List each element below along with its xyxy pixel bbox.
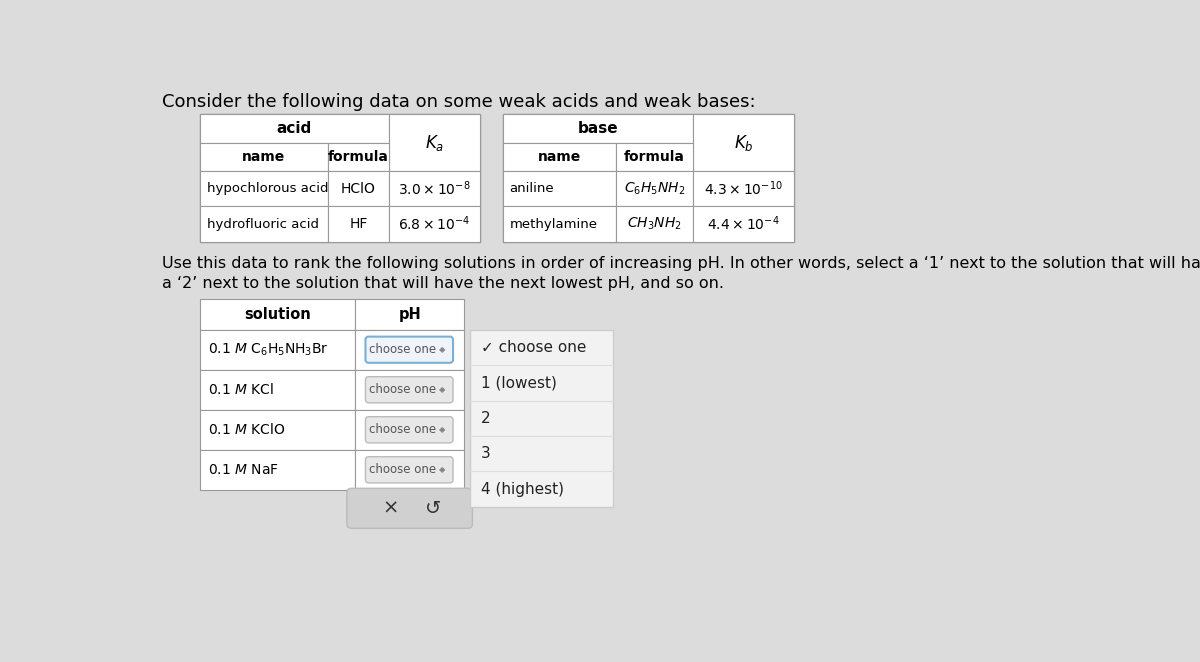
Bar — [200, 207, 329, 242]
Text: ◆: ◆ — [439, 465, 445, 475]
Bar — [355, 449, 464, 490]
Text: choose one: choose one — [370, 463, 437, 477]
Text: ×: × — [382, 499, 398, 518]
Text: pH: pH — [398, 307, 421, 322]
Bar — [200, 114, 480, 242]
Text: a ‘2’ next to the solution that will have the next lowest pH, and so on.: a ‘2’ next to the solution that will hav… — [162, 276, 724, 291]
Text: $K_a$: $K_a$ — [425, 132, 444, 152]
Text: ◆: ◆ — [439, 385, 445, 395]
Text: aniline: aniline — [510, 182, 554, 195]
Text: Use this data to rank the following solutions in order of increasing pH. In othe: Use this data to rank the following solu… — [162, 256, 1200, 271]
Text: 0.1 $M$ KCl: 0.1 $M$ KCl — [208, 382, 275, 397]
Text: 0.1 $M$ NaF: 0.1 $M$ NaF — [208, 463, 280, 477]
Bar — [200, 410, 355, 449]
FancyBboxPatch shape — [366, 336, 454, 363]
Text: $4.3 \times 10^{-10}$: $4.3 \times 10^{-10}$ — [704, 179, 784, 198]
Bar — [200, 449, 355, 490]
Bar — [200, 171, 329, 207]
Text: ◆: ◆ — [439, 425, 445, 434]
Text: ◆: ◆ — [439, 345, 445, 354]
FancyBboxPatch shape — [366, 416, 454, 443]
Text: formula: formula — [328, 150, 389, 164]
Bar — [694, 171, 794, 207]
Bar — [200, 144, 329, 171]
FancyBboxPatch shape — [366, 457, 454, 483]
Text: ↺: ↺ — [425, 499, 442, 518]
Bar — [694, 114, 794, 171]
FancyBboxPatch shape — [347, 489, 473, 528]
Bar — [389, 207, 480, 242]
Bar — [504, 144, 616, 171]
Text: 3: 3 — [481, 446, 491, 461]
Text: $K_b$: $K_b$ — [733, 132, 754, 152]
Text: 2: 2 — [481, 410, 491, 426]
Text: solution: solution — [245, 307, 311, 322]
Text: 1 (lowest): 1 (lowest) — [481, 375, 557, 391]
Text: $3.0 \times 10^{-8}$: $3.0 \times 10^{-8}$ — [398, 179, 470, 198]
Text: choose one: choose one — [370, 383, 437, 397]
Text: $C_6H_5NH_2$: $C_6H_5NH_2$ — [624, 181, 685, 197]
Bar — [504, 114, 794, 242]
Text: choose one: choose one — [370, 343, 437, 356]
Text: HF: HF — [349, 217, 367, 231]
Bar — [616, 144, 694, 171]
Bar — [355, 299, 464, 330]
Text: methylamine: methylamine — [510, 218, 598, 230]
Text: 4 (highest): 4 (highest) — [481, 481, 564, 496]
Bar — [355, 410, 464, 449]
FancyBboxPatch shape — [366, 377, 454, 403]
Bar — [470, 330, 613, 507]
Text: $6.8 \times 10^{-4}$: $6.8 \times 10^{-4}$ — [398, 215, 470, 234]
Text: choose one: choose one — [370, 423, 437, 436]
Text: $CH_3NH_2$: $CH_3NH_2$ — [628, 216, 682, 232]
Text: name: name — [242, 150, 286, 164]
Text: HClO: HClO — [341, 182, 376, 196]
Text: 0.1 $M$ KClO: 0.1 $M$ KClO — [208, 422, 286, 438]
Bar — [200, 370, 355, 410]
Bar — [200, 330, 355, 370]
Bar — [616, 207, 694, 242]
Text: Consider the following data on some weak acids and weak bases:: Consider the following data on some weak… — [162, 93, 755, 111]
Text: $4.4 \times 10^{-4}$: $4.4 \times 10^{-4}$ — [707, 215, 780, 234]
Bar — [355, 330, 464, 370]
Bar — [389, 171, 480, 207]
Bar — [200, 114, 389, 144]
Bar — [504, 114, 694, 144]
Bar — [329, 171, 389, 207]
Text: hydrofluoric acid: hydrofluoric acid — [206, 218, 318, 230]
Text: hypochlorous acid: hypochlorous acid — [206, 182, 328, 195]
Bar — [200, 299, 355, 330]
Bar — [694, 207, 794, 242]
Text: ✓ choose one: ✓ choose one — [481, 340, 587, 355]
Bar — [504, 207, 616, 242]
Text: name: name — [538, 150, 581, 164]
Bar — [616, 171, 694, 207]
Bar — [389, 114, 480, 171]
Bar — [329, 144, 389, 171]
Text: 0.1 $M$ C$_6$H$_5$NH$_3$Br: 0.1 $M$ C$_6$H$_5$NH$_3$Br — [208, 342, 329, 358]
Bar — [504, 171, 616, 207]
Text: acid: acid — [276, 121, 312, 136]
Bar — [329, 207, 389, 242]
Text: base: base — [577, 121, 618, 136]
Bar — [355, 370, 464, 410]
Text: formula: formula — [624, 150, 685, 164]
